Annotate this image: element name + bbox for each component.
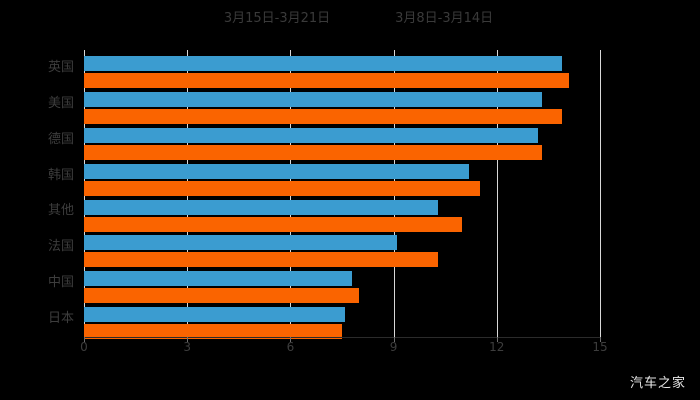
tick-label-6: 6 [286,340,295,354]
tick-mark-9 [393,337,395,342]
bar-日本-series-1[interactable] [84,324,342,340]
tick-label-3: 3 [183,340,192,354]
bar-韩国-series-1[interactable] [84,180,480,196]
bar-德国-series-0[interactable] [84,127,539,143]
bar-日本-series-0[interactable] [84,307,346,323]
bar-中国-series-1[interactable] [84,288,360,304]
bar-法国-series-0[interactable] [84,235,398,251]
tick-mark-12 [496,337,498,342]
tick-mark-15 [600,337,601,342]
tick-label-15: 15 [592,340,608,354]
chart-legend: 3月15日-3月21日 3月8日-3月14日 [0,6,700,30]
tick-mark-3 [187,337,189,342]
legend-label-series-1: 3月8日-3月14日 [395,10,494,26]
category-label-法国: 法国 [47,239,74,255]
legend-item-series-0[interactable]: 3月15日-3月21日 [207,12,330,25]
category-label-德国: 德国 [47,131,74,147]
legend-item-series-1[interactable]: 3月8日-3月14日 [378,12,493,25]
watermark: 汽车之家 [629,376,686,391]
category-label-美国: 美国 [47,95,74,111]
tick-label-0: 0 [80,340,88,354]
tick-label-12: 12 [489,340,505,354]
plot-area [84,50,601,340]
bar-韩国-series-0[interactable] [84,163,470,179]
x-axis-line [84,337,600,338]
gridline-x-12 [496,50,498,337]
bar-其他-series-0[interactable] [84,199,439,215]
bar-美国-series-1[interactable] [84,108,563,124]
bar-中国-series-0[interactable] [84,271,353,287]
tick-label-9: 9 [389,340,398,354]
bar-德国-series-1[interactable] [84,144,542,160]
tick-mark-6 [290,337,292,342]
category-label-英国: 英国 [47,59,74,75]
category-label-其他: 其他 [47,203,74,219]
category-label-中国: 中国 [47,275,74,291]
bar-英国-series-0[interactable] [84,56,563,71]
bar-美国-series-0[interactable] [84,91,542,107]
gridline-x-15 [600,50,601,337]
bar-其他-series-1[interactable] [84,216,463,232]
legend-label-series-0: 3月15日-3月21日 [223,10,331,26]
bar-法国-series-1[interactable] [84,252,439,268]
tick-mark-0 [84,337,85,342]
bar-英国-series-1[interactable] [84,73,570,88]
category-label-韩国: 韩国 [47,167,74,183]
category-label-日本: 日本 [47,311,74,327]
